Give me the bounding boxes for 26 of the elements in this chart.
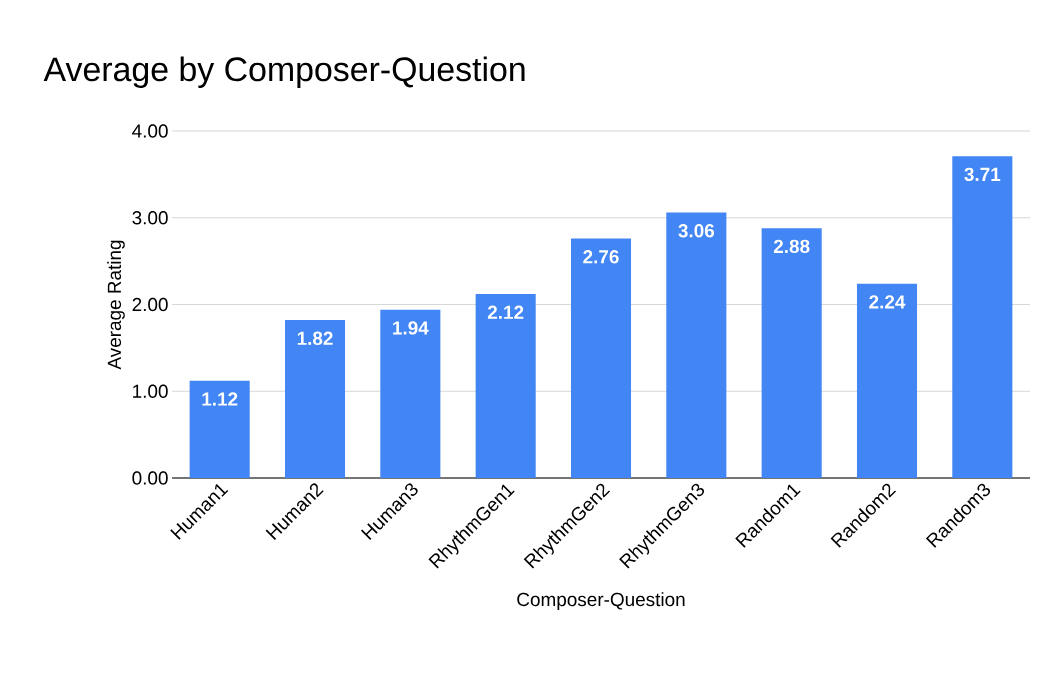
data-label: 1.94 bbox=[393, 321, 429, 335]
bar bbox=[570, 238, 632, 478]
bar bbox=[475, 294, 536, 478]
x-axis-title: Composer-Question bbox=[517, 592, 685, 610]
data-label: 2.76 bbox=[583, 250, 619, 264]
y-axis-title: Average Rating bbox=[107, 240, 125, 370]
data-label: 3.06 bbox=[678, 224, 715, 238]
bar bbox=[952, 156, 1013, 478]
y-tick-label: 1.00 bbox=[133, 384, 168, 398]
data-label: 2.88 bbox=[773, 239, 810, 254]
data-label: 1.82 bbox=[297, 331, 333, 346]
data-label: 1.12 bbox=[202, 392, 238, 406]
bar bbox=[666, 212, 727, 478]
y-tick-label: 3.00 bbox=[132, 211, 168, 225]
bar bbox=[856, 283, 918, 478]
data-label: 2.12 bbox=[487, 305, 524, 319]
bar bbox=[761, 228, 822, 478]
bar bbox=[380, 309, 441, 478]
bar bbox=[284, 320, 346, 478]
y-tick-label: 4.00 bbox=[132, 124, 168, 138]
data-label: 3.71 bbox=[964, 167, 1001, 182]
bar bbox=[189, 380, 250, 478]
data-label: 2.24 bbox=[869, 295, 906, 309]
y-tick-label: 2.00 bbox=[132, 297, 168, 312]
chart-title: Average by Composer-Question bbox=[43, 56, 525, 89]
y-tick-label: 0.00 bbox=[132, 471, 168, 485]
